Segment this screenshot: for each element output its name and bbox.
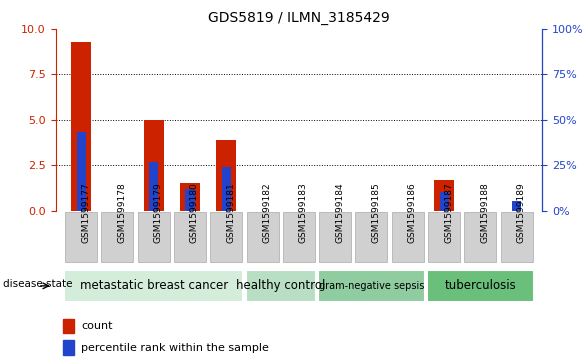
FancyBboxPatch shape: [210, 212, 242, 262]
FancyBboxPatch shape: [138, 212, 169, 262]
FancyBboxPatch shape: [318, 270, 425, 302]
Bar: [63, 319, 74, 333]
Bar: [149, 162, 158, 211]
Bar: [216, 140, 236, 211]
Bar: [185, 189, 195, 211]
Text: metastatic breast cancer: metastatic breast cancer: [80, 280, 228, 292]
Bar: [512, 201, 521, 211]
Text: GSM1599177: GSM1599177: [81, 182, 90, 243]
Text: GSM1599184: GSM1599184: [335, 182, 344, 243]
Text: GSM1599189: GSM1599189: [517, 182, 526, 243]
Text: GSM1599179: GSM1599179: [154, 182, 163, 243]
FancyBboxPatch shape: [500, 212, 533, 262]
FancyBboxPatch shape: [101, 212, 134, 262]
FancyBboxPatch shape: [392, 212, 424, 262]
Bar: [144, 120, 163, 211]
Text: GSM1599180: GSM1599180: [190, 182, 199, 243]
Bar: [180, 183, 200, 211]
Bar: [77, 132, 86, 211]
FancyBboxPatch shape: [174, 212, 206, 262]
Text: percentile rank within the sample: percentile rank within the sample: [81, 343, 269, 352]
Text: GSM1599186: GSM1599186: [408, 182, 417, 243]
Text: disease state: disease state: [3, 279, 72, 289]
FancyBboxPatch shape: [246, 270, 316, 302]
Text: gram-negative sepsis: gram-negative sepsis: [319, 281, 424, 291]
FancyBboxPatch shape: [319, 212, 351, 262]
FancyBboxPatch shape: [464, 212, 496, 262]
Bar: [71, 42, 91, 211]
Bar: [63, 340, 74, 355]
Text: GSM1599185: GSM1599185: [372, 182, 380, 243]
Title: GDS5819 / ILMN_3185429: GDS5819 / ILMN_3185429: [208, 11, 390, 25]
Bar: [222, 167, 231, 211]
Bar: [440, 192, 449, 211]
FancyBboxPatch shape: [65, 212, 97, 262]
Text: count: count: [81, 321, 113, 331]
Bar: [434, 180, 454, 211]
FancyBboxPatch shape: [356, 212, 387, 262]
Text: GSM1599188: GSM1599188: [481, 182, 489, 243]
Text: GSM1599178: GSM1599178: [117, 182, 127, 243]
FancyBboxPatch shape: [64, 270, 243, 302]
Text: GSM1599183: GSM1599183: [299, 182, 308, 243]
Text: GSM1599181: GSM1599181: [226, 182, 235, 243]
FancyBboxPatch shape: [283, 212, 315, 262]
Text: GSM1599182: GSM1599182: [263, 182, 271, 243]
Text: healthy control: healthy control: [236, 280, 325, 292]
FancyBboxPatch shape: [427, 270, 534, 302]
FancyBboxPatch shape: [428, 212, 460, 262]
Text: tuberculosis: tuberculosis: [444, 280, 516, 292]
FancyBboxPatch shape: [247, 212, 278, 262]
Text: GSM1599187: GSM1599187: [444, 182, 453, 243]
